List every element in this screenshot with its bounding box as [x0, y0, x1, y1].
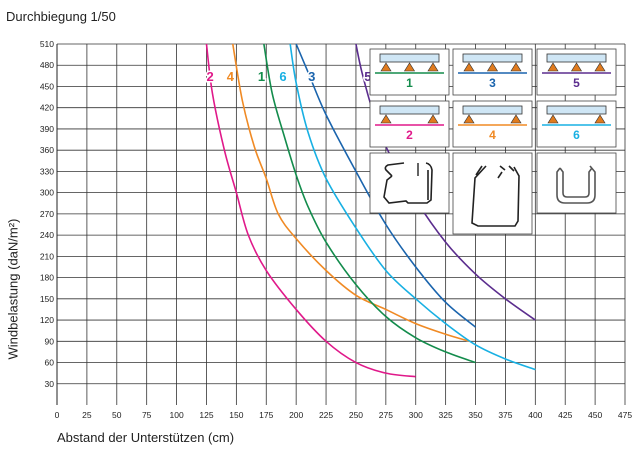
- x-tick-label: 225: [319, 410, 333, 420]
- grid: [57, 43, 626, 405]
- legend-label-5: 5: [573, 76, 580, 90]
- legend-panel-3: 3: [452, 48, 533, 96]
- profile-open-rail-icon: [383, 162, 433, 204]
- x-tick-label: 325: [439, 410, 453, 420]
- y-tick-label: 150: [40, 294, 54, 304]
- support-triangle-icon: [380, 62, 392, 72]
- curve-label-1: 1: [258, 69, 265, 84]
- x-tick-label: 375: [498, 410, 512, 420]
- support-triangle-icon: [380, 114, 392, 124]
- x-tick-label: 125: [199, 410, 213, 420]
- x-tick-label: 300: [409, 410, 423, 420]
- x-tick-label: 200: [289, 410, 303, 420]
- y-tick-label: 270: [40, 209, 54, 219]
- legend-label-1: 1: [406, 76, 413, 90]
- x-tick-label: 275: [379, 410, 393, 420]
- profile-deep-rail-icon: [471, 165, 520, 227]
- support-triangle-icon: [547, 62, 559, 72]
- support-triangle-icon: [510, 62, 522, 72]
- y-tick-label: 480: [40, 60, 54, 70]
- x-tick-label: 50: [112, 410, 122, 420]
- profile-round-u-icon: [556, 165, 596, 204]
- beam-icon: [379, 53, 440, 63]
- y-tick-label: 510: [40, 39, 54, 49]
- y-tick-label: 360: [40, 145, 54, 155]
- support-triangle-icon: [463, 62, 475, 72]
- x-tick-label: 400: [528, 410, 542, 420]
- support-triangle-icon: [403, 62, 416, 72]
- y-tick-label: 450: [40, 81, 54, 91]
- beam-icon: [462, 53, 523, 63]
- x-tick-label: 0: [55, 410, 60, 420]
- legend-panel-6: 6: [536, 100, 617, 148]
- y-tick-label: 330: [40, 166, 54, 176]
- y-tick-label: 90: [45, 336, 55, 346]
- y-tick-label: 300: [40, 188, 54, 198]
- series-line-6: [289, 43, 536, 371]
- y-tick-label: 390: [40, 124, 54, 134]
- beam-icon: [379, 105, 440, 115]
- x-tick-label: 425: [558, 410, 572, 420]
- legend-panel-2: 2: [369, 100, 450, 148]
- beam-icon: [546, 105, 607, 115]
- beam-icon: [462, 105, 523, 115]
- legend-label-2: 2: [406, 128, 413, 142]
- profile-panel-3: [536, 152, 617, 214]
- y-tick-label: 60: [45, 358, 55, 368]
- y-tick-label: 30: [45, 379, 55, 389]
- series-line-3: [295, 43, 477, 328]
- y-tick-label: 120: [40, 315, 54, 325]
- profile-panels: [369, 152, 617, 235]
- beam-icon: [546, 53, 607, 63]
- series-line-2: [205, 43, 416, 378]
- profile-panel-1: [369, 152, 450, 214]
- legend-label-4: 4: [489, 128, 496, 142]
- legend-label-3: 3: [489, 76, 496, 90]
- support-triangle-icon: [594, 114, 606, 124]
- x-tick-label: 75: [142, 410, 152, 420]
- x-tick-label: 350: [468, 410, 482, 420]
- y-tick-label: 420: [40, 103, 54, 113]
- profile-panel-2: [452, 152, 533, 235]
- support-triangle-icon: [570, 62, 583, 72]
- support-triangle-icon: [547, 114, 559, 124]
- y-tick-label: 240: [40, 230, 54, 240]
- support-triangle-icon: [427, 62, 439, 72]
- x-tick-label: 450: [588, 410, 602, 420]
- x-tick-label: 175: [259, 410, 273, 420]
- support-triangle-icon: [510, 114, 522, 124]
- legend-panel-5: 5: [536, 48, 617, 96]
- support-triangle-icon: [486, 62, 499, 72]
- y-tick-label: 180: [40, 273, 54, 283]
- curve-label-5: 5: [364, 69, 371, 84]
- support-triangle-icon: [594, 62, 606, 72]
- legend-label-6: 6: [573, 128, 580, 142]
- x-tick-label: 150: [229, 410, 243, 420]
- x-tick-label: 250: [349, 410, 363, 420]
- curve-label-6: 6: [279, 69, 286, 84]
- support-triangle-icon: [427, 114, 439, 124]
- support-triangle-icon: [463, 114, 475, 124]
- curve-label-3: 3: [308, 69, 315, 84]
- legend-panel-1: 1: [369, 48, 450, 96]
- series-line-4: [231, 43, 470, 343]
- x-tick-label: 25: [82, 410, 92, 420]
- chart-title: Durchbiegung 1/50: [6, 9, 116, 24]
- curve-label-4: 4: [227, 69, 235, 84]
- x-tick-label: 475: [618, 410, 632, 420]
- series-line-1: [263, 43, 476, 364]
- x-axis-label: Abstand der Unterstützen (cm): [57, 430, 235, 445]
- curve-label-2: 2: [206, 69, 213, 84]
- x-tick-label: 100: [169, 410, 183, 420]
- legend-panels: 1 3 5 2 4 6: [369, 48, 617, 148]
- legend-panel-4: 4: [452, 100, 533, 148]
- y-tick-label: 210: [40, 251, 54, 261]
